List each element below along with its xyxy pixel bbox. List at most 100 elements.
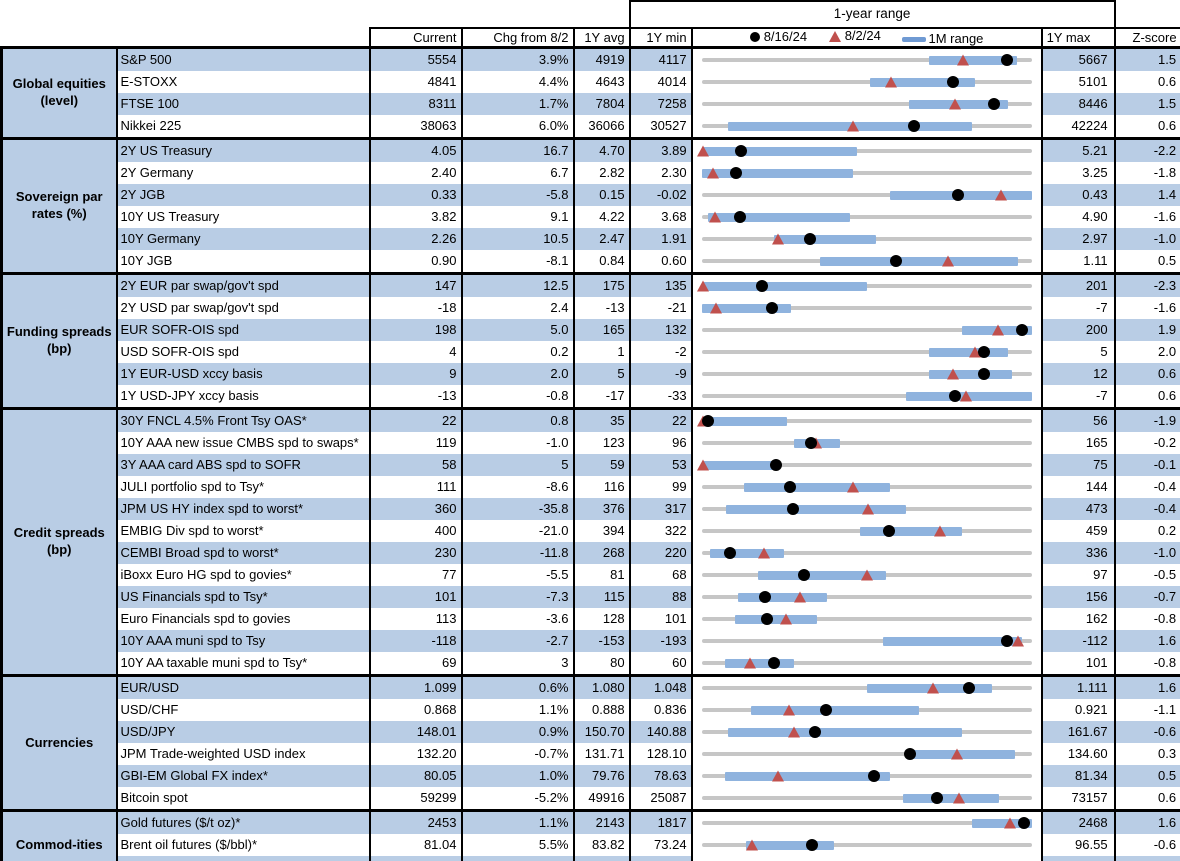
1m-range-bar — [737, 592, 827, 602]
marker-8-16-dot-icon — [1015, 324, 1028, 337]
chg-from-8-2-value: -7.3 — [460, 586, 575, 609]
column-header-row: Current Chg from 8/2 1Y avg 1Y min 8/16/… — [1, 27, 1180, 49]
1m-range-bar — [820, 256, 1019, 266]
marker-8-2-triangle-icon — [743, 657, 756, 669]
current-value: 147 — [368, 273, 463, 298]
row-label: 2Y JGB — [115, 184, 371, 207]
1y-avg-value: 4643 — [572, 71, 631, 94]
row-label: Euro Financials spd to govies — [115, 608, 371, 631]
range-plot — [694, 765, 1040, 787]
1m-range-bar — [929, 347, 1009, 357]
chg-from-8-2-value: 0.2 — [460, 341, 575, 364]
table-row: 1Y USD-JPY xccy basis -13 -0.8 -17 -33 -7 0.6 — [2, 385, 1180, 411]
1y-min-value: 25087 — [628, 787, 693, 813]
1y-avg-value: 376 — [572, 498, 631, 521]
group-label-line: Commod-ities — [15, 836, 103, 852]
1y-max-value: 162 — [1040, 608, 1116, 631]
chg-from-8-2-value: -1.0 — [460, 432, 575, 455]
range-plot — [694, 699, 1040, 721]
1y-avg-value: 79.76 — [572, 765, 631, 788]
1m-range-bar — [883, 636, 1022, 646]
1y-max-value: -7 — [1040, 297, 1116, 320]
marker-8-16-dot-icon — [723, 547, 736, 560]
col-header-1y-max: 1Y max — [1040, 27, 1116, 49]
table-row: Brent oil futures ($/bbl)* 81.04 5.5% 83.82… — [2, 834, 1180, 857]
range-track — [701, 463, 1032, 468]
range-plot-cell — [690, 476, 1043, 499]
z-score-value: -1.8 — [1113, 162, 1180, 185]
chg-from-8-2-value: -5.2% — [460, 787, 575, 813]
1m-range-bar — [859, 526, 963, 536]
range-plot-cell — [690, 564, 1043, 587]
range-track — [701, 149, 1032, 154]
marker-8-16-dot-icon — [735, 145, 748, 158]
marker-8-16-dot-icon — [1001, 635, 1014, 648]
chg-from-8-2-value: 6.7 — [460, 162, 575, 185]
range-plot — [694, 476, 1040, 498]
marker-8-16-dot-icon — [978, 346, 991, 359]
z-score-value: -0.5 — [1113, 564, 1180, 587]
1y-max-value: 156 — [1040, 586, 1116, 609]
1y-avg-value: 80 — [572, 652, 631, 678]
1y-max-value: 4.90 — [1040, 206, 1116, 229]
marker-8-2-triangle-icon — [949, 98, 962, 110]
table-row: E-STOXX 4841 4.4% 4643 4014 5101 0.6 — [2, 71, 1180, 94]
row-label: 10Y Germany — [115, 228, 371, 251]
marker-8-16-dot-icon — [930, 792, 943, 805]
legend-bar-icon — [902, 36, 927, 42]
range-track — [701, 843, 1032, 848]
z-score-value: 0.6 — [1113, 71, 1180, 94]
marker-8-2-triangle-icon — [994, 189, 1007, 201]
current-value: 2.26 — [368, 228, 463, 251]
1y-min-value: 135 — [628, 273, 693, 298]
1m-range-bar — [902, 793, 999, 803]
z-score-value: -2.2 — [1113, 138, 1180, 163]
row-label: 10Y JGB — [115, 250, 371, 276]
range-plot-cell — [690, 586, 1043, 609]
header-spacer-labels — [1, 28, 370, 48]
row-label: iBoxx Euro HG spd to govies* — [115, 564, 371, 587]
chg-from-8-2-value: -35.8 — [460, 498, 575, 521]
1m-range-bar — [734, 614, 818, 624]
table-row: Nikkei 225 38063 6.0% 36066 30527 42224 0.6 — [2, 115, 1180, 141]
marker-8-2-triangle-icon — [697, 459, 710, 471]
z-score-value: 1.6 — [1113, 810, 1180, 835]
group-label: Funding spreads (bp) — [0, 273, 118, 411]
chg-from-8-2-value: -21.0 — [460, 520, 575, 543]
table-row: 10Y JGB 0.90 -8.1 0.84 0.60 1.11 0.5 — [2, 250, 1180, 276]
1y-avg-value: -13 — [572, 297, 631, 320]
range-track — [701, 372, 1032, 377]
row-label: 2Y EUR par swap/gov't spd — [115, 273, 371, 298]
chg-from-8-2-value: -11.8 — [460, 542, 575, 565]
current-value: 132.20 — [368, 743, 463, 766]
1y-avg-value: 4.70 — [572, 138, 631, 163]
1y-max-value: 336 — [1040, 542, 1116, 565]
range-plot — [694, 520, 1040, 542]
range-plot-cell — [690, 93, 1043, 116]
marker-8-16-dot-icon — [783, 481, 796, 494]
range-plot-cell — [690, 408, 1043, 433]
1y-avg-value: 4.22 — [572, 206, 631, 229]
marker-8-2-triangle-icon — [846, 481, 859, 493]
range-plot-cell — [690, 46, 1043, 72]
table-row: EUR SOFR-OIS spd 198 5.0 165 132 200 1.9 — [2, 319, 1180, 342]
marker-8-2-triangle-icon — [959, 390, 972, 402]
1y-max-value: 73157 — [1040, 787, 1116, 813]
current-value: 81.04 — [368, 834, 463, 857]
chg-from-8-2-value: 1.1% — [460, 810, 575, 835]
1y-avg-value: 0.15 — [572, 184, 631, 207]
row-label: E-STOXX — [115, 71, 371, 94]
table-row: 10Y AAA muni spd to Tsy -118 -2.7 -153 -193 -… — [2, 630, 1180, 653]
range-track — [701, 350, 1032, 355]
1y-min-value: 60 — [628, 652, 693, 678]
1y-min-value: 3.68 — [628, 206, 693, 229]
chg-from-8-2-value: -8.1 — [460, 250, 575, 276]
z-score-value: 0.6 — [1113, 385, 1180, 411]
chg-from-8-2-value: 1.0% — [460, 765, 575, 788]
current-value: 8311 — [368, 93, 463, 116]
range-plot — [694, 812, 1040, 834]
range-plot — [694, 71, 1040, 93]
header-spacer-left — [1, 1, 630, 28]
1y-avg-value: 36066 — [572, 115, 631, 141]
